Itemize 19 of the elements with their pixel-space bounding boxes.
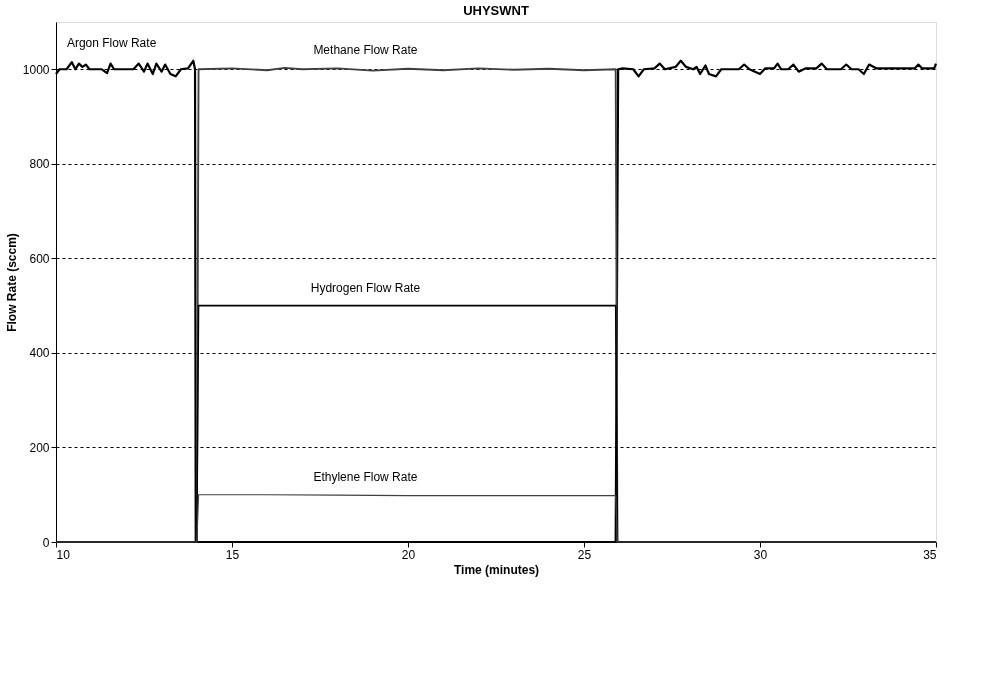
x-tick-label: 10 bbox=[56, 547, 71, 562]
y-tick-label: 200 bbox=[29, 440, 50, 455]
series-label: Argon Flow Rate bbox=[66, 35, 157, 50]
x-tick-label: 15 bbox=[225, 547, 240, 562]
y-tick-label: 0 bbox=[42, 535, 50, 550]
x-tick-label: 30 bbox=[753, 547, 768, 562]
y-tick-label: 600 bbox=[29, 251, 50, 266]
y-tick-label: 800 bbox=[29, 157, 50, 172]
x-tick-label: 20 bbox=[401, 547, 416, 562]
y-axis-title: Flow Rate (sccm) bbox=[4, 233, 19, 332]
series-label: Methane Flow Rate bbox=[313, 42, 418, 57]
y-tick-label: 400 bbox=[29, 346, 50, 361]
x-tick-label: 25 bbox=[577, 547, 592, 562]
y-tick-label: 1000 bbox=[22, 62, 50, 77]
x-axis-title: Time (minutes) bbox=[453, 562, 540, 577]
series-label: Ethylene Flow Rate bbox=[313, 469, 418, 484]
chart-title: UHYSWNT bbox=[463, 3, 529, 18]
series-label: Hydrogen Flow Rate bbox=[310, 280, 421, 295]
x-tick-label: 35 bbox=[923, 547, 937, 562]
